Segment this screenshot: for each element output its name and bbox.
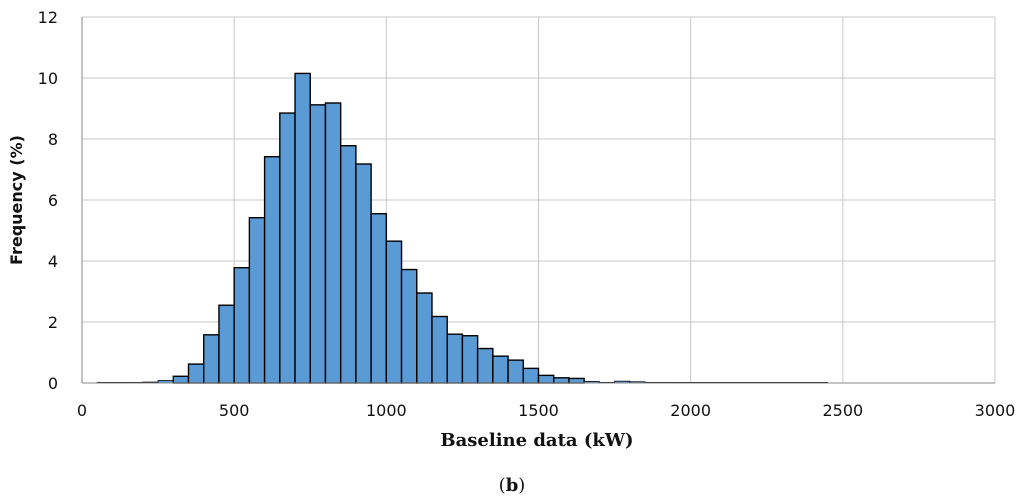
histogram-bar <box>294 72 311 384</box>
histogram-bar <box>248 216 266 384</box>
x-axis-label: Baseline data (kW) <box>440 430 633 451</box>
histogram-bar <box>187 363 205 384</box>
x-tick-label: 2500 <box>822 401 863 420</box>
y-tick-label: 6 <box>48 191 58 210</box>
caption-close: ) <box>518 475 525 496</box>
histogram-bar <box>218 304 235 384</box>
histogram-bar <box>446 333 464 384</box>
histogram-bar <box>568 377 585 384</box>
grid-lines <box>82 16 996 383</box>
histogram-bar <box>537 374 555 384</box>
y-tick-label: 8 <box>48 130 58 149</box>
x-tick-label: 2000 <box>670 401 711 420</box>
histogram-bar <box>507 359 524 384</box>
x-tick-label: 0 <box>77 401 87 420</box>
histogram-bar <box>400 268 418 384</box>
y-tick-label: 4 <box>48 252 58 271</box>
histogram-bar <box>522 367 540 384</box>
y-tick-label: 12 <box>38 8 58 27</box>
histogram-bar <box>263 155 281 384</box>
histogram-bar <box>370 213 388 384</box>
y-tick-label: 2 <box>48 313 58 332</box>
histogram-bar <box>416 292 433 384</box>
caption-letter: b <box>506 475 519 496</box>
x-tick-label: 3000 <box>975 401 1016 420</box>
axes <box>81 17 995 384</box>
histogram-bar <box>492 355 509 384</box>
histogram-bar <box>324 102 342 384</box>
histogram-bar <box>279 112 296 384</box>
histogram-bar <box>355 163 372 384</box>
histogram-bar <box>203 334 220 384</box>
y-tick-label: 0 <box>48 374 58 393</box>
histogram-bars <box>96 72 829 384</box>
y-tick-label: 10 <box>38 69 58 88</box>
histogram-bar <box>431 315 448 384</box>
caption-open: ( <box>499 475 506 496</box>
histogram-bar <box>172 375 190 384</box>
x-tick-labels: 0 500 1000 1500 2000 2500 3000 <box>77 401 1015 420</box>
histogram-bar <box>476 347 494 384</box>
histogram-bar <box>461 335 479 384</box>
figure-caption: (b) <box>499 475 526 496</box>
histogram-bar <box>233 267 251 384</box>
histogram-bar <box>309 104 327 384</box>
x-tick-label: 1500 <box>518 401 559 420</box>
x-tick-label: 1000 <box>366 401 407 420</box>
histogram-bar <box>385 240 403 384</box>
histogram-bar <box>553 377 570 384</box>
y-axis-label: Frequency (%) <box>7 135 26 265</box>
y-tick-labels: 0 2 4 6 8 10 12 <box>38 8 58 393</box>
x-tick-label: 500 <box>219 401 250 420</box>
histogram-bar <box>339 145 357 384</box>
